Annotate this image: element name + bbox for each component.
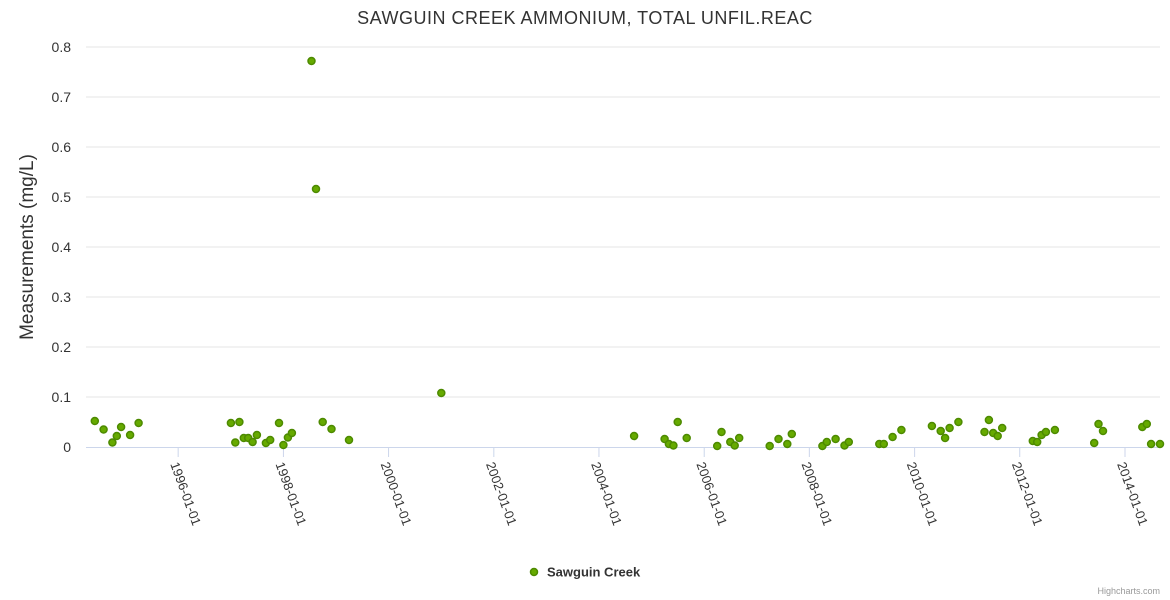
x-tick-label: 2000-01-01 — [378, 460, 415, 528]
data-point[interactable] — [287, 428, 297, 438]
data-point[interactable] — [226, 418, 236, 428]
y-tick-label: 0.8 — [52, 39, 72, 55]
x-tick-label: 1998-01-01 — [273, 460, 310, 528]
data-point[interactable] — [311, 184, 321, 194]
x-tick-label: 2002-01-01 — [483, 460, 520, 528]
data-point[interactable] — [1094, 419, 1103, 429]
data-point[interactable] — [231, 438, 240, 447]
data-point[interactable] — [252, 430, 262, 440]
data-point[interactable] — [134, 418, 143, 428]
data-point[interactable] — [844, 437, 854, 447]
x-tick-label: 2010-01-01 — [904, 460, 941, 528]
y-axis-title: Measurements (mg/L) — [17, 154, 38, 340]
data-point[interactable] — [125, 430, 135, 440]
data-point[interactable] — [712, 441, 722, 451]
data-point[interactable] — [888, 432, 897, 442]
data-point[interactable] — [997, 423, 1007, 433]
x-tick-label: 2006-01-01 — [693, 460, 730, 528]
grid-lines — [86, 46, 1160, 398]
data-point[interactable] — [774, 434, 783, 444]
x-tick-label: 2004-01-01 — [588, 460, 625, 528]
data-point[interactable] — [682, 433, 691, 443]
data-point[interactable] — [822, 437, 832, 447]
data-point[interactable] — [954, 417, 963, 427]
data-point[interactable] — [1050, 425, 1060, 435]
data-point[interactable] — [344, 435, 354, 445]
data-point[interactable] — [1041, 427, 1051, 437]
y-tick-label: 0.3 — [52, 289, 72, 305]
y-tick-label: 0.6 — [52, 139, 72, 155]
data-point[interactable] — [940, 433, 950, 443]
data-point[interactable] — [279, 440, 288, 450]
data-point[interactable] — [734, 433, 744, 443]
data-point[interactable] — [783, 439, 792, 449]
data-point[interactable] — [116, 422, 126, 432]
data-point[interactable] — [669, 441, 678, 450]
data-point[interactable] — [108, 438, 117, 447]
data-point[interactable] — [90, 416, 100, 426]
x-axis-ticks: 1996-01-01 1998-01-01 2000-01-01 2002-01-01… — [167, 447, 1151, 528]
data-point[interactable] — [897, 425, 906, 435]
series-points — [90, 56, 1165, 451]
y-tick-label: 0.1 — [52, 389, 72, 405]
y-tick-label: 0.2 — [52, 339, 72, 355]
data-point[interactable] — [274, 418, 284, 428]
x-tick-label: 1996-01-01 — [167, 460, 204, 528]
legend[interactable]: Sawguin Creek — [529, 565, 641, 580]
data-point[interactable] — [945, 423, 954, 433]
y-tick-label: 0 — [63, 439, 71, 455]
x-tick-label: 2012-01-01 — [1009, 460, 1046, 528]
y-tick-label: 0.4 — [52, 239, 72, 255]
data-point[interactable] — [99, 425, 108, 434]
data-point[interactable] — [1089, 438, 1099, 448]
data-point[interactable] — [831, 434, 840, 444]
data-point[interactable] — [629, 431, 639, 441]
data-point[interactable] — [265, 435, 275, 445]
y-tick-label: 0.5 — [52, 189, 72, 205]
legend-label-sawguin-creek[interactable]: Sawguin Creek — [547, 565, 641, 580]
data-point[interactable] — [673, 417, 682, 427]
data-point[interactable] — [248, 437, 257, 447]
data-point[interactable] — [327, 424, 336, 434]
credits-link[interactable]: Highcharts.com — [1097, 586, 1160, 596]
data-point[interactable] — [993, 431, 1002, 441]
data-point[interactable] — [765, 441, 774, 451]
data-point[interactable] — [980, 427, 989, 437]
data-point[interactable] — [879, 439, 889, 449]
data-point[interactable] — [318, 417, 327, 427]
chart-title: SAWGUIN CREEK AMMONIUM, TOTAL UNFIL.REAC — [357, 8, 813, 28]
data-point[interactable] — [936, 426, 945, 436]
data-point[interactable] — [730, 441, 739, 450]
data-point[interactable] — [307, 56, 316, 66]
data-point[interactable] — [717, 427, 726, 437]
data-point[interactable] — [112, 431, 122, 441]
data-point[interactable] — [1142, 419, 1152, 429]
data-point[interactable] — [984, 415, 994, 425]
y-tick-label: 0.7 — [52, 89, 72, 105]
data-point[interactable] — [1098, 426, 1108, 436]
data-point[interactable] — [235, 417, 244, 427]
data-point[interactable] — [437, 388, 446, 398]
legend-marker — [529, 567, 539, 577]
y-axis-ticks: 0 0.1 0.2 0.3 0.4 0.5 0.6 0.7 0.8 — [52, 39, 72, 455]
data-point[interactable] — [1032, 437, 1042, 447]
x-tick-label: 2008-01-01 — [799, 460, 836, 528]
data-point[interactable] — [787, 429, 797, 439]
x-tick-label: 2014-01-01 — [1114, 460, 1151, 528]
data-point[interactable] — [1146, 439, 1156, 449]
data-point[interactable] — [1155, 439, 1165, 449]
data-point[interactable] — [927, 421, 937, 431]
